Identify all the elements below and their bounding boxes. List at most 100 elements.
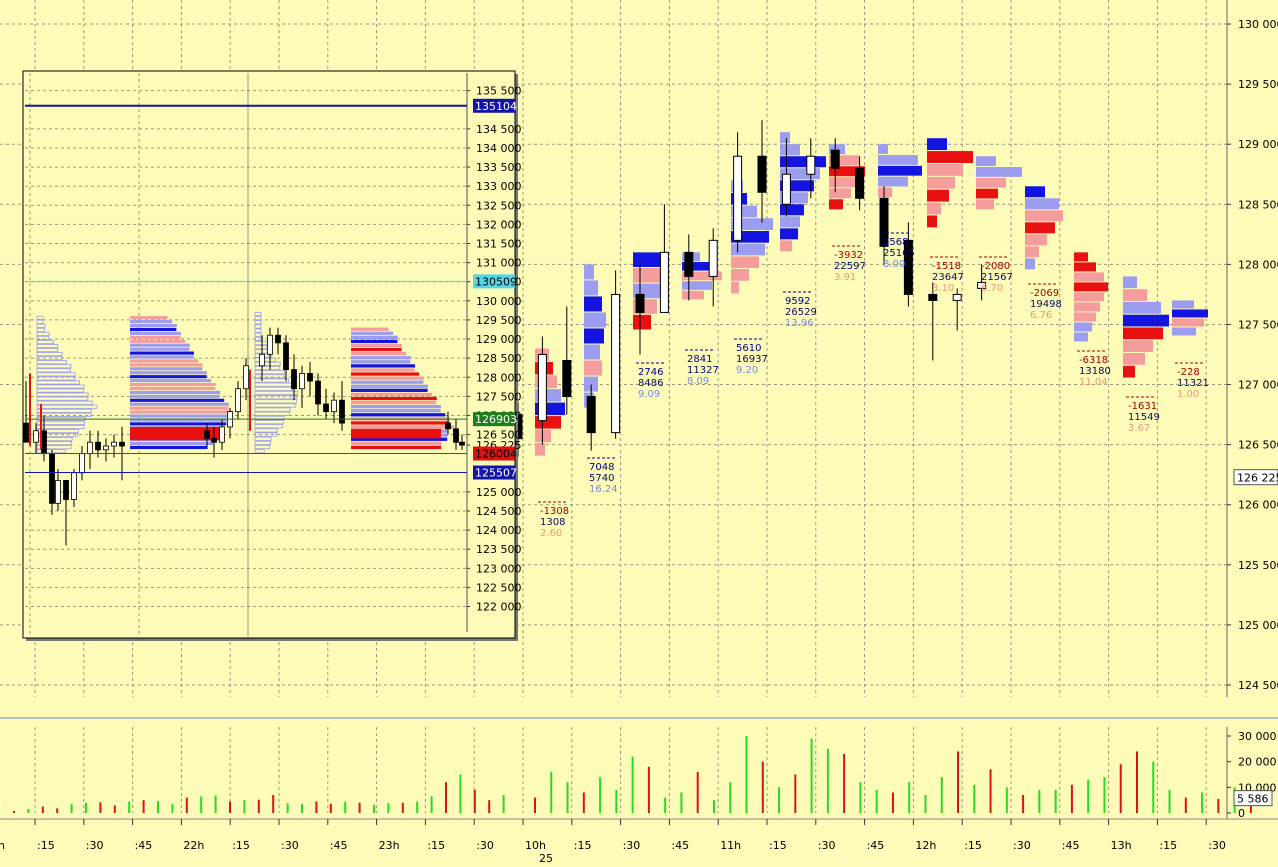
profile-bar — [535, 443, 545, 456]
inset-profile-bar — [351, 356, 411, 360]
inset-tick-label: 129 000 — [476, 333, 522, 346]
inset-candle-body — [103, 445, 109, 451]
candle-body — [757, 155, 767, 193]
time-tick-label: 11h — [720, 839, 741, 852]
inset-candle-body — [453, 428, 459, 443]
date-label: 25 — [539, 852, 553, 863]
profile-bar — [1123, 314, 1169, 327]
inset-profile-bar — [130, 410, 233, 414]
inset-profile-bar — [130, 363, 203, 367]
profile-bar — [780, 156, 826, 168]
stat-delta: -2069 — [1030, 288, 1059, 299]
inset-candle-body — [283, 342, 289, 371]
inset-level-box — [473, 412, 515, 427]
inset-profile-bar — [36, 420, 85, 425]
price-tick-label: 125 000 — [1238, 619, 1278, 632]
inset-profile-bar — [351, 396, 437, 401]
inset-profile-bar — [351, 409, 441, 413]
profile-bar — [584, 280, 598, 296]
inset-profile-bar — [254, 449, 265, 454]
inset-profile-bar — [351, 327, 389, 331]
time-tick-label: :15 — [37, 839, 55, 852]
inset-candle-body — [243, 365, 249, 390]
profile-bar — [780, 240, 792, 252]
profile-bar — [1123, 289, 1147, 301]
inset-profile-bar — [130, 355, 194, 359]
profile-bar — [1123, 301, 1161, 314]
candle-body — [733, 155, 743, 241]
current-volume-box — [1233, 790, 1273, 807]
profile-bar — [584, 264, 594, 280]
inset-level-box — [473, 98, 515, 113]
price-tick-label: 127 500 — [1238, 318, 1278, 331]
inset-profile-bar — [36, 388, 84, 393]
profile-bar — [633, 267, 667, 283]
inset-profile-bar — [36, 400, 93, 405]
inset-profile-bar — [130, 343, 190, 347]
inset-profile-bar — [254, 328, 262, 333]
inset-candle-body — [445, 422, 451, 430]
inset-profile-bar — [130, 351, 194, 355]
time-tick-label: :45 — [135, 839, 153, 852]
profile-bar — [780, 192, 808, 204]
volume-tick-label: 30 000 — [1238, 730, 1277, 743]
profile-bar — [878, 144, 888, 155]
candle-body — [562, 360, 572, 398]
inset-profile-bar — [36, 376, 76, 381]
profile-bar — [1074, 322, 1092, 332]
profile-bar — [1025, 222, 1055, 234]
inset-profile-bar — [36, 339, 54, 345]
profile-bar — [584, 312, 606, 328]
price-tick-label: 126 500 — [1238, 439, 1278, 452]
profile-bar — [1074, 252, 1088, 262]
inset-profile-bar — [130, 379, 212, 383]
candle-body — [635, 293, 645, 313]
profile-bar — [829, 144, 845, 155]
inset-candle-body — [339, 399, 345, 424]
inset-profile-bar — [130, 339, 186, 343]
inset-profile-bar — [36, 315, 44, 320]
inset-profile-bar — [36, 445, 72, 450]
profile-bar — [1025, 186, 1045, 198]
inset-tick-label: 132 000 — [476, 218, 522, 231]
inset-candle-body — [23, 422, 29, 443]
inset-profile-bar — [36, 323, 46, 328]
inset-profile-bar — [130, 320, 173, 324]
inset-profile-bar — [130, 422, 227, 426]
inset-candle-body — [315, 380, 321, 405]
inset-level-label: 125507 — [475, 467, 517, 480]
inset-profile-bar — [351, 352, 407, 356]
time-tick-label: :15 — [232, 839, 250, 852]
inset-candle-body — [291, 369, 297, 390]
profile-bar — [829, 188, 851, 199]
inset-tick-label: 128 500 — [476, 352, 522, 365]
volume-tick-label: 20 000 — [1238, 756, 1277, 769]
profile-bar — [584, 344, 600, 360]
inset-profile-bar — [351, 445, 441, 450]
inset-profile-bar — [351, 437, 448, 441]
profile-bar — [1074, 302, 1100, 312]
inset-profile-bar — [130, 445, 208, 450]
stat-total: 19498 — [1030, 299, 1062, 310]
inset-profile-bar — [351, 413, 446, 417]
inset-profile-bar — [130, 327, 177, 332]
inset-profile-bar — [36, 356, 63, 361]
time-tick-label: :45 — [1062, 839, 1080, 852]
inset-tick-label: 122 500 — [476, 581, 522, 594]
time-label-partial: h — [0, 839, 5, 852]
stat-delta: -2080 — [981, 261, 1010, 272]
profile-bar — [633, 252, 663, 267]
stat-total: 21567 — [981, 272, 1013, 283]
inset-profile-bar — [254, 316, 262, 321]
inset-tick-label: 129 500 — [476, 314, 522, 327]
inset-profile-bar — [130, 394, 220, 398]
inset-candle-body — [204, 430, 210, 439]
inset-profile-bar — [36, 344, 59, 349]
inset-level-box — [473, 274, 515, 289]
inset-profile-bar — [130, 382, 216, 387]
inset-tick-label: 126 500 — [476, 429, 522, 442]
inset-profile-bar — [254, 390, 298, 396]
inset-candle-body — [63, 480, 69, 500]
stat-delta: 9592 — [785, 296, 810, 307]
